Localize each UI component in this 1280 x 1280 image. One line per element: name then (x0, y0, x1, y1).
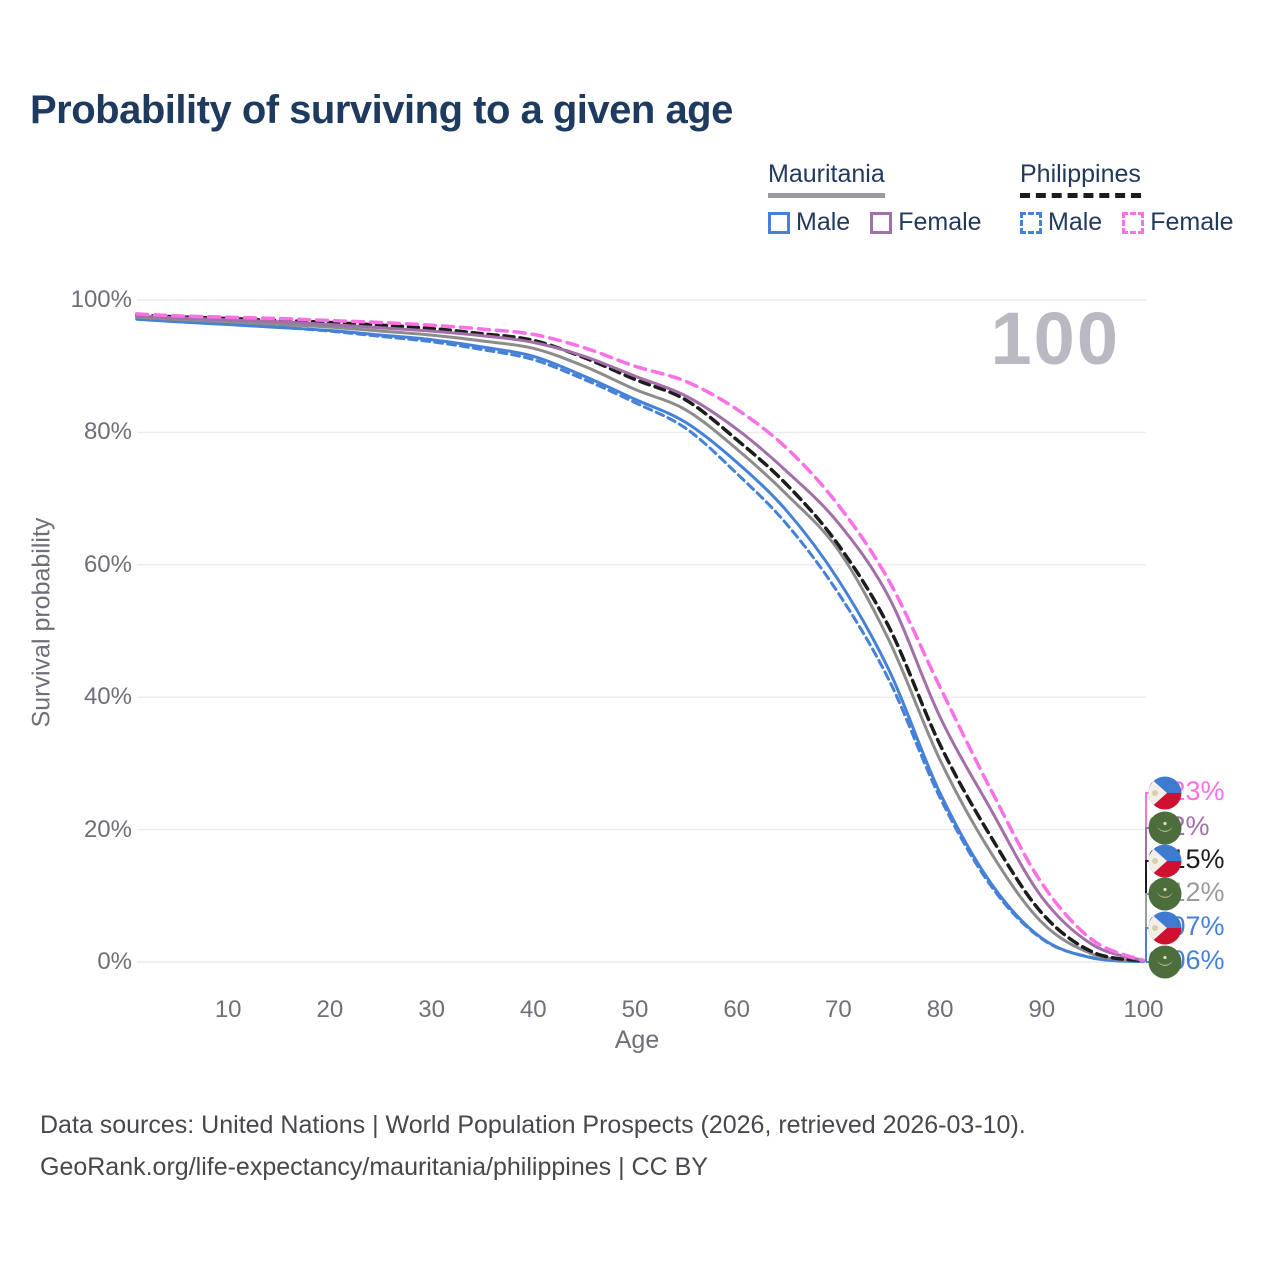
male-dashed-swatch-icon (1020, 211, 1042, 234)
y-tick-40%: 40% (83, 683, 132, 711)
source-url-line: GeoRank.org/life-expectancy/mauritania/p… (40, 1153, 708, 1181)
x-tick-40: 40 (519, 996, 547, 1023)
curve-mauritania-female (135, 314, 1145, 963)
y-axis-title: Survival probability (27, 517, 56, 728)
legend-group-mauritania: Mauritania Male Female (768, 160, 982, 237)
legend-item-mauritania-male[interactable]: Male (768, 208, 850, 237)
x-axis-title: Age (614, 1026, 660, 1054)
end-label-philippines-0.23%: 0.23% (1148, 776, 1225, 810)
y-tick-60%: 60% (83, 550, 132, 578)
legend-label-male: Male (796, 208, 851, 236)
page-title: Probability of surviving to a given age (30, 88, 733, 132)
age-frame-watermark: 100 (990, 297, 1120, 380)
end-label-philippines-0.15%: 0.15% (1148, 844, 1225, 878)
footer-attribution: Data sources: United Nations | World Pop… (40, 1104, 1026, 1188)
legend-item-philippines-male[interactable]: Male (1020, 208, 1102, 237)
y-tick-0%: 0% (97, 948, 132, 975)
curve-mauritania-male (135, 317, 1145, 964)
philippines-flag-icon (1148, 776, 1182, 810)
mauritania-flag-icon (1148, 877, 1182, 911)
legend-label-female: Female (898, 208, 982, 236)
legend-item-mauritania-female[interactable]: Female (870, 208, 982, 237)
legend-label-female: Female (1150, 208, 1234, 236)
data-sources-line: Data sources: United Nations | World Pop… (40, 1111, 1026, 1139)
y-tick-80%: 80% (83, 418, 132, 446)
legend-title-philippines[interactable]: Philippines (1020, 160, 1141, 198)
x-tick-80: 80 (926, 996, 954, 1023)
x-tick-20: 20 (316, 996, 344, 1023)
legend-title-mauritania[interactable]: Mauritania (768, 160, 885, 198)
curve-philippines-male (135, 316, 1145, 963)
y-tick-20%: 20% (83, 815, 132, 843)
legend-label-male: Male (1048, 208, 1103, 236)
curve-philippines-female (134, 312, 1146, 963)
x-tick-90: 90 (1028, 996, 1056, 1023)
y-tick-100%: 100% (70, 286, 132, 313)
x-tick-60: 60 (723, 996, 751, 1023)
end-label-philippines-0.07%: 0.07% (1148, 911, 1225, 945)
end-label-mauritania-0.2%: 0.2% (1148, 811, 1210, 845)
male-solid-swatch-icon (768, 211, 790, 234)
x-tick-100: 100 (1123, 996, 1164, 1023)
philippines-flag-icon (1148, 911, 1182, 945)
x-tick-10: 10 (214, 996, 242, 1023)
x-tick-70: 70 (825, 996, 852, 1023)
legend-item-philippines-female[interactable]: Female (1122, 208, 1234, 237)
legend-items-mauritania: Male Female (768, 208, 982, 237)
female-dashed-swatch-icon (1122, 211, 1145, 234)
curve-mauritania-total (135, 315, 1145, 963)
mauritania-flag-icon (1148, 945, 1182, 979)
philippines-flag-icon (1148, 844, 1182, 878)
x-tick-30: 30 (418, 996, 445, 1023)
end-label-mauritania-0.06%: 0.06% (1148, 945, 1225, 979)
legend-items-philippines: Male Female (1020, 208, 1250, 237)
x-tick-50: 50 (621, 996, 649, 1023)
curve-philippines-total (134, 313, 1146, 963)
mauritania-flag-icon (1148, 811, 1182, 845)
female-solid-swatch-icon (870, 211, 893, 234)
legend-group-philippines: Philippines Male Female (1020, 160, 1250, 237)
end-label-mauritania-0.12%: 0.12% (1148, 877, 1225, 911)
